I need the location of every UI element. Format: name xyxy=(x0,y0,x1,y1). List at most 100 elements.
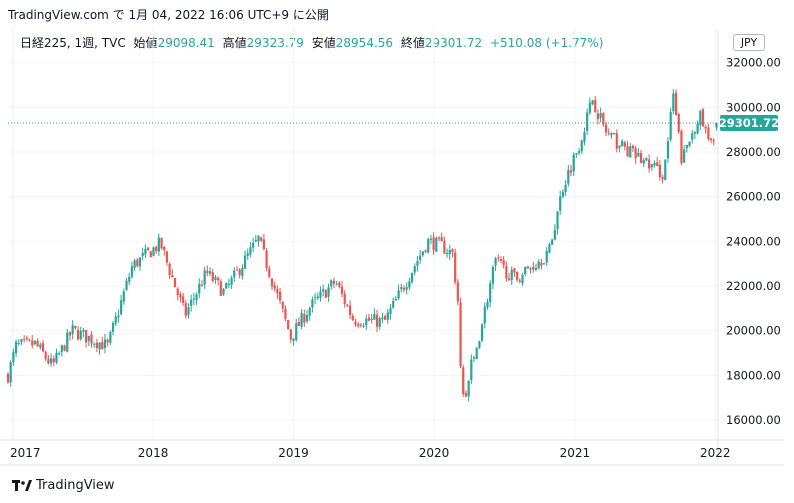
candle-body xyxy=(683,149,686,163)
candle-body xyxy=(111,323,115,332)
candle-body xyxy=(165,251,169,263)
candle-body xyxy=(270,278,274,287)
candle-body xyxy=(386,312,389,320)
candle-body xyxy=(25,337,28,340)
candle-body xyxy=(238,269,241,276)
candle-body xyxy=(456,282,459,302)
candle-body xyxy=(171,275,174,278)
candle-body xyxy=(357,324,360,326)
candle-body xyxy=(190,299,193,306)
publish-header: TradingView.com で 1月 04, 2022 16:06 UTC+… xyxy=(8,8,329,22)
brand-label: TradingView xyxy=(36,478,115,493)
candle-body xyxy=(548,244,551,253)
candle-body xyxy=(424,250,427,252)
candle-body xyxy=(146,247,150,251)
y-tick-label: 24000.00 xyxy=(726,234,781,248)
candle-body xyxy=(416,261,419,266)
candle-body xyxy=(648,159,651,169)
candle-body xyxy=(235,269,239,271)
candle-body xyxy=(534,267,538,270)
candle-body xyxy=(322,289,325,292)
candle-body xyxy=(198,283,201,294)
candle-body xyxy=(79,330,82,340)
candle-body xyxy=(693,132,697,134)
candle-body xyxy=(370,318,373,320)
candle-body xyxy=(621,141,624,146)
candle-body xyxy=(454,252,457,283)
candle-body xyxy=(101,342,104,350)
candle-body xyxy=(499,259,503,261)
candle-body xyxy=(437,237,441,239)
candle-body xyxy=(435,237,438,252)
candle-body xyxy=(685,144,688,149)
candle-body xyxy=(55,352,58,363)
candle-body xyxy=(639,152,643,163)
low-value: 28954.56 xyxy=(335,36,394,50)
candle-body xyxy=(23,338,26,340)
candle-body xyxy=(6,373,10,383)
y-tick-label: 16000.00 xyxy=(726,413,781,427)
candle-body xyxy=(375,314,379,327)
candle-body xyxy=(524,266,527,275)
candle-body xyxy=(618,145,621,148)
candle-body xyxy=(98,342,101,350)
candle-body xyxy=(343,293,346,304)
candle-body xyxy=(518,280,521,282)
candle-body xyxy=(674,92,678,115)
last-price-label: 29301.72 xyxy=(719,116,779,130)
candle-body xyxy=(516,271,519,280)
candle-body xyxy=(634,148,637,159)
candle-body xyxy=(206,270,209,273)
candle-body xyxy=(195,294,198,300)
candle-body xyxy=(289,329,292,340)
candle-body xyxy=(128,276,131,282)
candle-body xyxy=(696,124,699,134)
candle-body xyxy=(507,278,511,281)
candle-body xyxy=(577,151,581,154)
candle-body xyxy=(677,113,680,132)
candle-body xyxy=(669,112,672,140)
candle-body xyxy=(168,263,171,276)
candle-body xyxy=(36,340,39,347)
y-tick-label: 28000.00 xyxy=(726,145,781,159)
candle-body xyxy=(586,112,589,131)
candle-body xyxy=(122,291,125,302)
candle-body xyxy=(103,339,107,349)
candle-body xyxy=(712,140,715,142)
high-value: 29323.79 xyxy=(246,36,304,50)
candle-body xyxy=(303,313,306,323)
candle-body xyxy=(278,291,282,301)
candle-body xyxy=(292,338,295,341)
currency-button[interactable]: JPY xyxy=(733,34,765,51)
candle-body xyxy=(631,145,635,149)
x-tick-label: 2020 xyxy=(419,446,450,460)
candle-body xyxy=(227,283,230,285)
candle-body xyxy=(14,341,18,354)
candle-body xyxy=(467,380,470,397)
candle-body xyxy=(701,109,705,127)
candle-body xyxy=(494,258,497,266)
candle-body xyxy=(572,154,575,172)
candle-body xyxy=(564,184,567,193)
candle-body xyxy=(561,191,565,197)
candle-body xyxy=(82,329,85,332)
candle-body xyxy=(443,240,446,254)
candle-body xyxy=(249,247,252,255)
candle-body xyxy=(629,146,632,158)
candle-body xyxy=(481,324,484,341)
candle-body xyxy=(470,359,473,381)
candle-body xyxy=(233,270,236,278)
candle-body xyxy=(402,287,406,290)
candle-body xyxy=(160,237,163,249)
candle-body xyxy=(9,362,12,383)
candle-body xyxy=(50,358,53,364)
open-label: 始値 xyxy=(133,36,158,50)
candle-body xyxy=(497,257,500,259)
candle-body xyxy=(521,275,524,284)
candle-body xyxy=(596,113,600,120)
candle-body xyxy=(187,307,190,315)
candle-body xyxy=(658,164,661,178)
candle-body xyxy=(583,132,586,143)
candle-body xyxy=(265,250,268,269)
